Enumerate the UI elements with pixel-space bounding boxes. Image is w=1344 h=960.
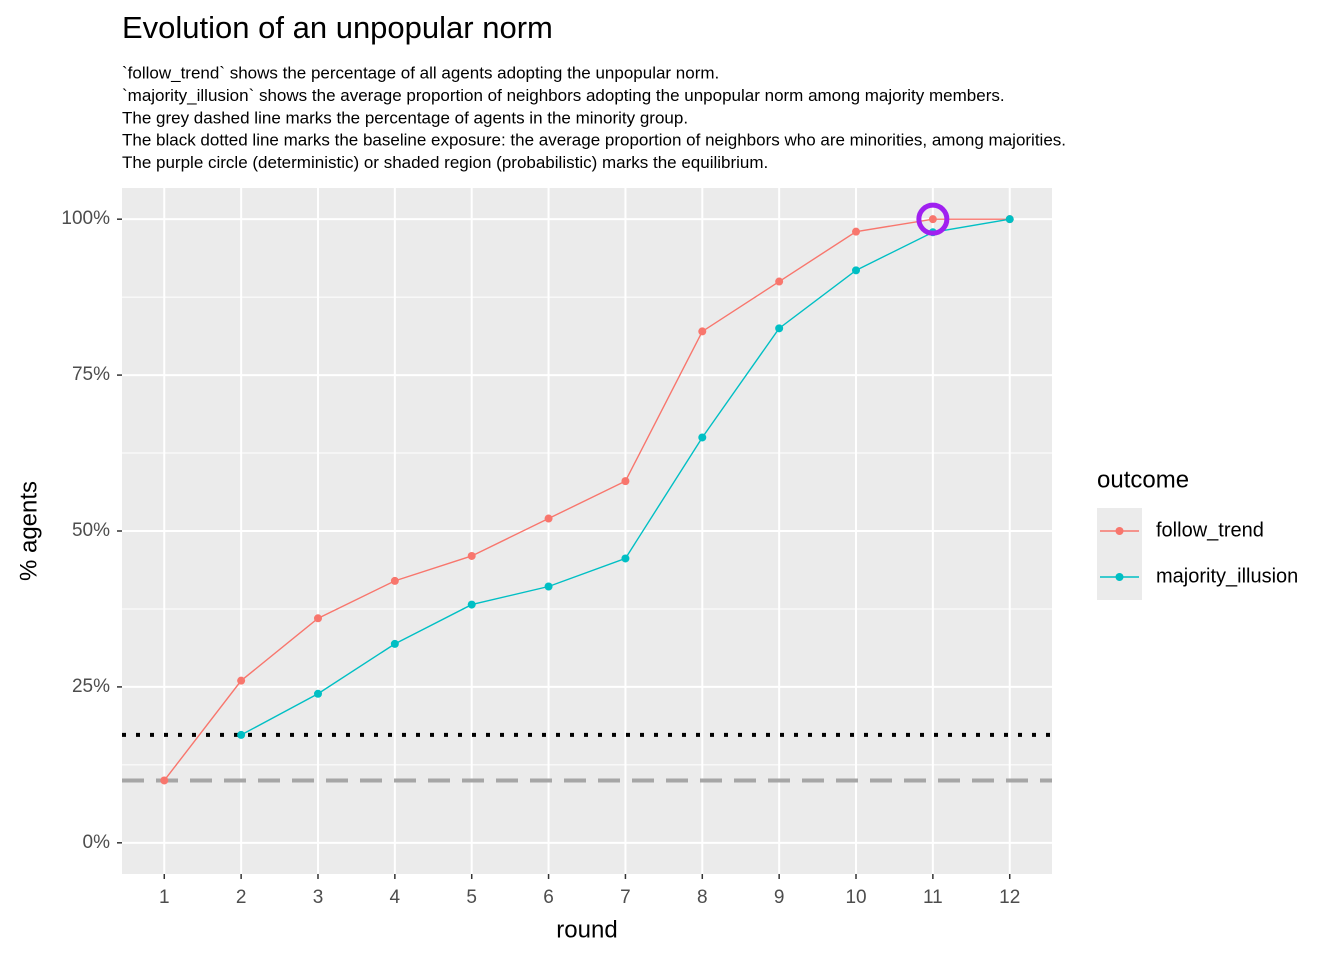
data-point xyxy=(928,215,937,224)
data-point xyxy=(237,730,246,739)
y-tick-label: 0% xyxy=(83,832,111,853)
equilibrium-marker xyxy=(916,202,950,236)
legend-label: follow_trend xyxy=(1156,519,1264,541)
data-point xyxy=(852,266,861,275)
data-point xyxy=(621,477,630,486)
legend-title: outcome xyxy=(1097,466,1189,493)
data-point xyxy=(698,327,707,336)
subtitle-line: The grey dashed line marks the percentag… xyxy=(122,108,688,127)
data-point xyxy=(313,614,322,623)
data-point xyxy=(544,582,553,591)
data-point xyxy=(467,551,476,560)
data-point xyxy=(621,554,630,563)
subtitle-line: `majority_illusion` shows the average pr… xyxy=(122,86,1005,105)
subtitle-line: The black dotted line marks the baseline… xyxy=(122,131,1066,150)
x-tick-label: 5 xyxy=(466,887,477,908)
data-point xyxy=(1005,215,1014,224)
subtitle-line: The purple circle (deterministic) or sha… xyxy=(122,153,768,172)
x-tick-label: 2 xyxy=(236,887,247,908)
data-point xyxy=(160,776,169,785)
subtitle-line: `follow_trend` shows the percentage of a… xyxy=(122,63,719,82)
x-tick-label: 1 xyxy=(159,887,170,908)
chart-title: Evolution of an unpopular norm xyxy=(122,10,553,45)
y-tick-label: 25% xyxy=(72,676,110,697)
y-tick-label: 100% xyxy=(61,208,110,229)
x-tick-label: 12 xyxy=(999,887,1020,908)
x-tick-label: 9 xyxy=(774,887,785,908)
y-axis-label: % agents xyxy=(15,481,42,581)
data-point xyxy=(467,600,476,609)
data-point xyxy=(390,576,399,585)
x-axis-label: round xyxy=(556,916,617,943)
y-tick-label: 50% xyxy=(72,520,110,541)
x-tick-label: 3 xyxy=(313,887,324,908)
data-point xyxy=(852,227,861,236)
data-point xyxy=(390,639,399,648)
data-point xyxy=(313,689,322,698)
legend-point xyxy=(1115,573,1124,581)
x-tick-label: 7 xyxy=(620,887,631,908)
x-tick-label: 8 xyxy=(697,887,708,908)
data-point xyxy=(544,514,553,523)
legend-point xyxy=(1115,527,1124,535)
data-point xyxy=(698,433,707,442)
legend-label: majority_illusion xyxy=(1156,565,1298,587)
data-point xyxy=(775,324,784,333)
x-tick-label: 6 xyxy=(543,887,554,908)
data-point xyxy=(775,277,784,286)
series-line xyxy=(163,218,1010,781)
x-tick-label: 10 xyxy=(845,887,866,908)
x-tick-label: 4 xyxy=(390,887,401,908)
y-tick-label: 75% xyxy=(72,364,110,385)
x-tick-label: 11 xyxy=(923,887,943,908)
data-point xyxy=(237,676,246,685)
